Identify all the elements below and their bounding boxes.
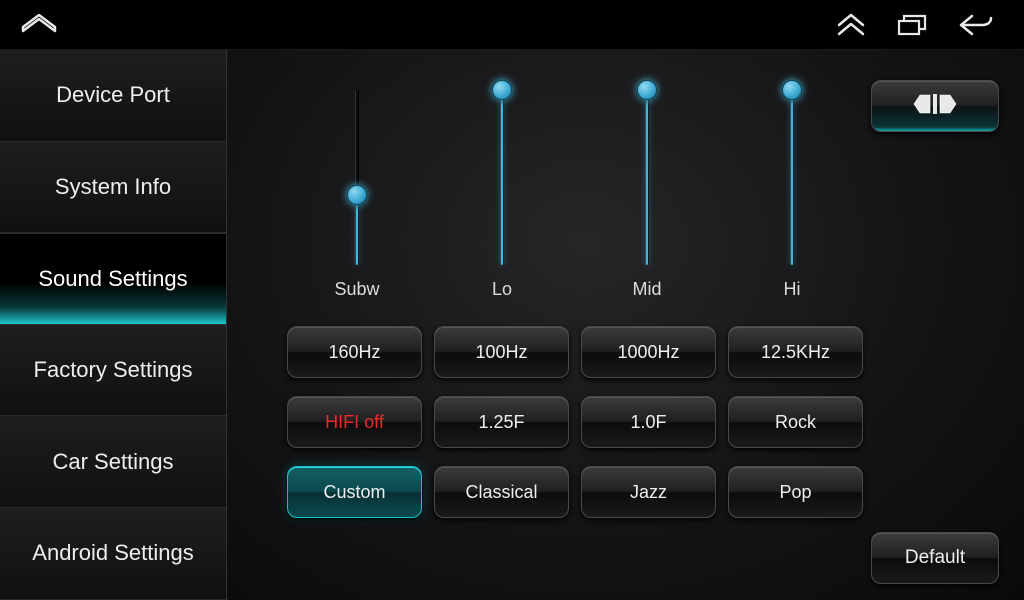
btn-label: 1.0F bbox=[630, 412, 666, 433]
btn-label: Pop bbox=[779, 482, 811, 503]
eq-slider-mid[interactable]: Mid bbox=[617, 90, 677, 300]
status-left bbox=[20, 12, 58, 38]
status-bar bbox=[0, 0, 1024, 50]
freq-button-160hz[interactable]: 160Hz bbox=[287, 326, 422, 378]
freq-button-12-5khz[interactable]: 12.5KHz bbox=[728, 326, 863, 378]
eq-fill bbox=[791, 90, 793, 265]
hifi-toggle-button[interactable]: HIFI off bbox=[287, 396, 422, 448]
eq-thumb[interactable] bbox=[637, 80, 657, 100]
eq-label: Lo bbox=[492, 279, 512, 300]
eq-label: Hi bbox=[784, 279, 801, 300]
sidebar-item-factory-settings[interactable]: Factory Settings bbox=[0, 325, 226, 417]
sidebar-item-label: Android Settings bbox=[32, 540, 193, 566]
btn-label: HIFI off bbox=[325, 412, 384, 433]
fader-icon bbox=[910, 91, 960, 122]
home-icon[interactable] bbox=[20, 12, 58, 38]
eq-slider-hi[interactable]: Hi bbox=[762, 90, 822, 300]
back-icon[interactable] bbox=[958, 13, 994, 37]
preset-pop-button[interactable]: Pop bbox=[728, 466, 863, 518]
preset-jazz-button[interactable]: Jazz bbox=[581, 466, 716, 518]
sidebar-item-sound-settings[interactable]: Sound Settings bbox=[0, 233, 226, 325]
freq-button-100hz[interactable]: 100Hz bbox=[434, 326, 569, 378]
sidebar-item-android-settings[interactable]: Android Settings bbox=[0, 508, 226, 600]
btn-label: 1.25F bbox=[478, 412, 524, 433]
sidebar-item-label: Car Settings bbox=[52, 449, 173, 475]
sidebar: Device Port System Info Sound Settings F… bbox=[0, 50, 227, 600]
eq-slider-lo[interactable]: Lo bbox=[472, 90, 532, 300]
btn-label: Rock bbox=[775, 412, 816, 433]
btn-label: 160Hz bbox=[328, 342, 380, 363]
eq-track[interactable] bbox=[500, 90, 504, 265]
q-button-1-0f[interactable]: 1.0F bbox=[581, 396, 716, 448]
eq-label: Mid bbox=[632, 279, 661, 300]
freq-button-1000hz[interactable]: 1000Hz bbox=[581, 326, 716, 378]
sidebar-item-label: Factory Settings bbox=[34, 357, 193, 383]
btn-label: Default bbox=[905, 547, 965, 569]
eq-slider-subw[interactable]: Subw bbox=[327, 90, 387, 300]
sidebar-item-system-info[interactable]: System Info bbox=[0, 142, 226, 234]
sidebar-item-label: System Info bbox=[55, 174, 171, 200]
default-button[interactable]: Default bbox=[871, 532, 999, 584]
btn-label: Custom bbox=[323, 482, 385, 503]
eq-track[interactable] bbox=[355, 90, 359, 265]
eq-fill bbox=[356, 195, 358, 265]
sidebar-item-car-settings[interactable]: Car Settings bbox=[0, 416, 226, 508]
sidebar-item-label: Sound Settings bbox=[38, 266, 187, 292]
btn-label: 1000Hz bbox=[617, 342, 679, 363]
preset-custom-button[interactable]: Custom bbox=[287, 466, 422, 518]
eq-thumb[interactable] bbox=[347, 185, 367, 205]
sidebar-item-label: Device Port bbox=[56, 82, 170, 108]
preset-rock-button[interactable]: Rock bbox=[728, 396, 863, 448]
btn-label: 100Hz bbox=[475, 342, 527, 363]
eq-thumb[interactable] bbox=[782, 80, 802, 100]
main: Device Port System Info Sound Settings F… bbox=[0, 50, 1024, 600]
eq-fill bbox=[501, 90, 503, 265]
eq-fill bbox=[646, 90, 648, 265]
fader-balance-button[interactable] bbox=[871, 80, 999, 132]
btn-label: 12.5KHz bbox=[761, 342, 830, 363]
status-right bbox=[836, 13, 994, 37]
eq-track[interactable] bbox=[645, 90, 649, 265]
eq-thumb[interactable] bbox=[492, 80, 512, 100]
btn-label: Classical bbox=[465, 482, 537, 503]
sidebar-item-device-port[interactable]: Device Port bbox=[0, 50, 226, 142]
btn-label: Jazz bbox=[630, 482, 667, 503]
recent-apps-icon[interactable] bbox=[896, 13, 928, 37]
expand-up-icon[interactable] bbox=[836, 13, 866, 37]
eq-label: Subw bbox=[334, 279, 379, 300]
preset-classical-button[interactable]: Classical bbox=[434, 466, 569, 518]
content: Subw Lo Mid Hi bbox=[227, 50, 1024, 600]
eq-track[interactable] bbox=[790, 90, 794, 265]
preset-button-grid: 160Hz 100Hz 1000Hz 12.5KHz HIFI off 1.25… bbox=[287, 326, 984, 518]
q-button-1-25f[interactable]: 1.25F bbox=[434, 396, 569, 448]
